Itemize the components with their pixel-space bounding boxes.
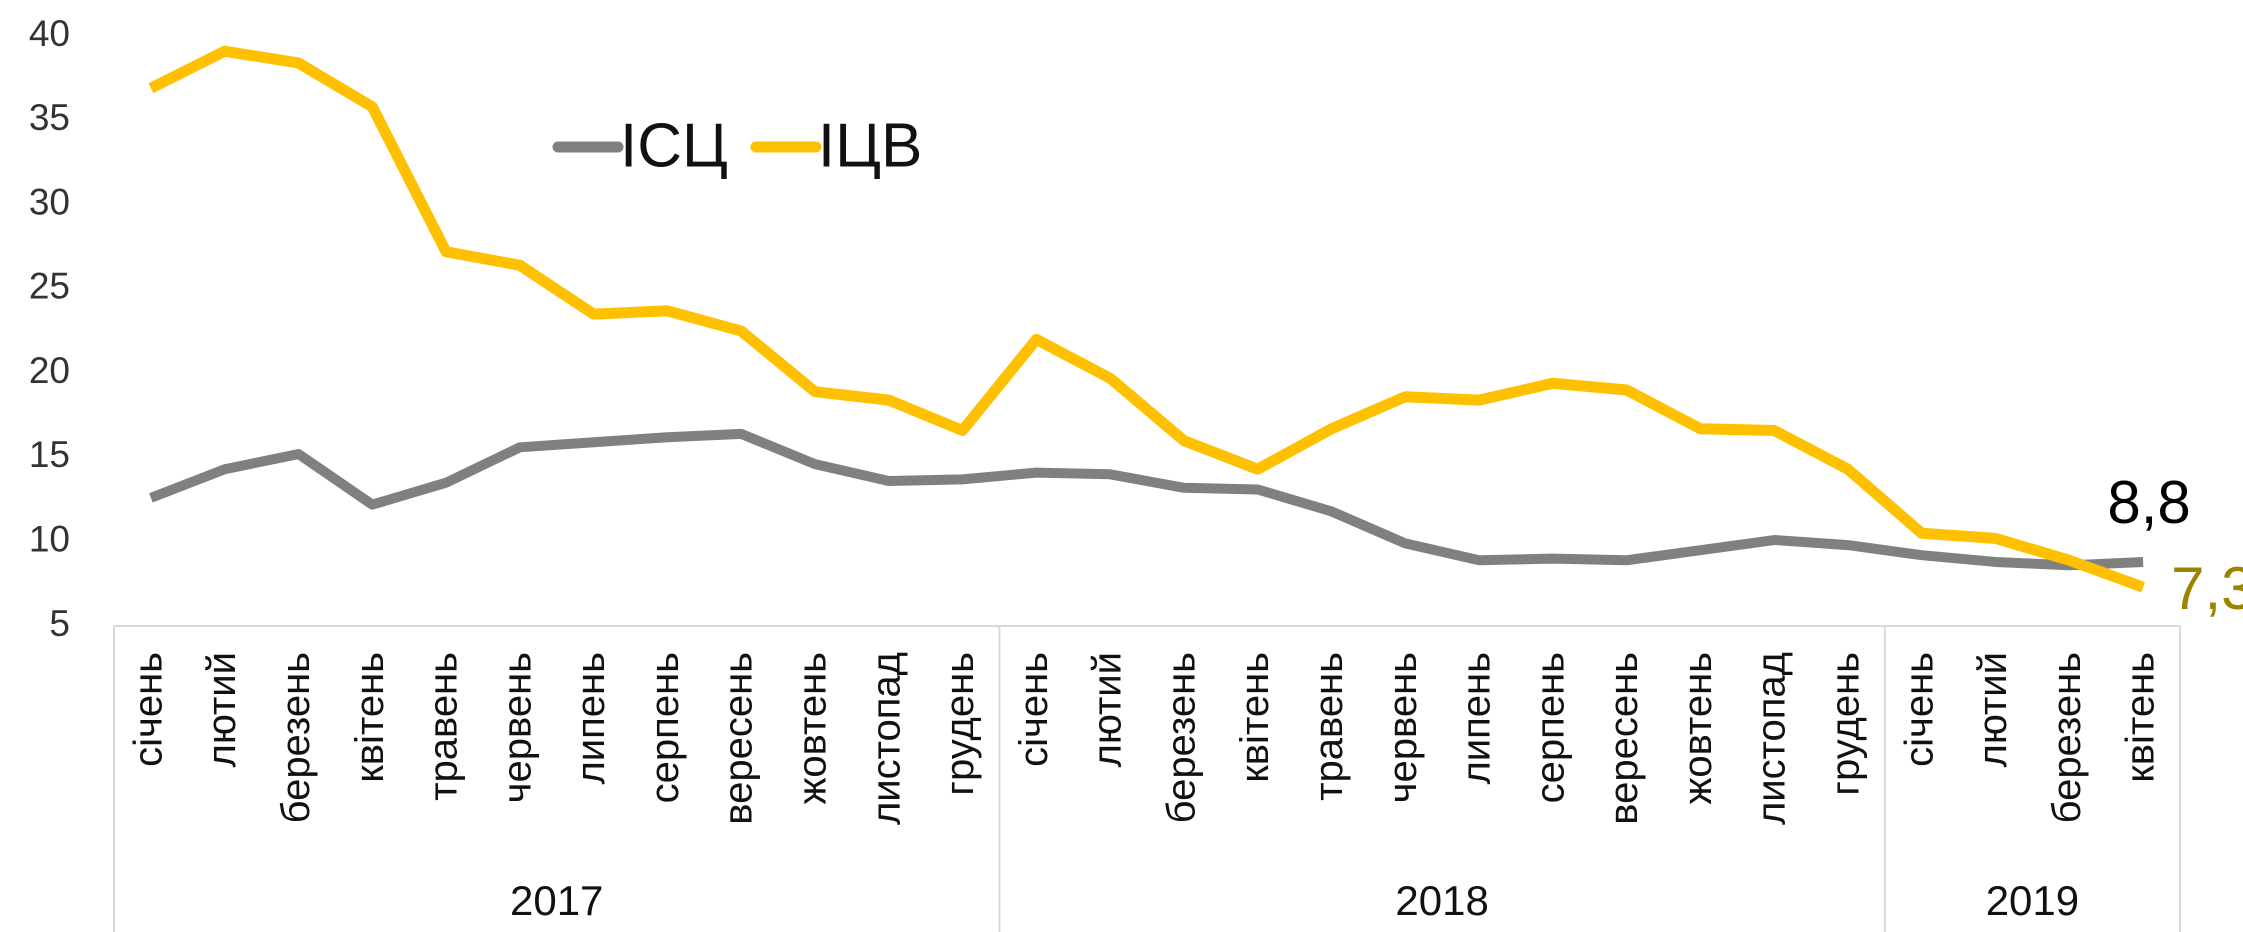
x-tick-label: вересень bbox=[717, 652, 761, 825]
data-label: 7,3 bbox=[2171, 555, 2243, 622]
y-tick-label: 30 bbox=[29, 181, 70, 222]
x-tick-label: квітень bbox=[1233, 652, 1277, 783]
x-tick-label: листопад bbox=[1750, 652, 1794, 825]
x-tick-label: березень bbox=[2045, 652, 2089, 823]
x-tick-label: липень bbox=[1455, 652, 1499, 785]
x-tick-label: жовтень bbox=[1676, 652, 1720, 804]
x-tick-label: травень bbox=[422, 652, 466, 801]
x-tick-label: лютий bbox=[1086, 652, 1130, 767]
x-tick-label: березень bbox=[1159, 652, 1203, 823]
y-tick-label: 5 bbox=[49, 603, 70, 644]
y-tick-label: 15 bbox=[29, 434, 70, 475]
legend-label: ІСЦ bbox=[620, 111, 728, 180]
x-tick-label: лютий bbox=[1971, 652, 2015, 767]
x-tick-label: грудень bbox=[938, 652, 982, 796]
x-tick-label: грудень bbox=[1824, 652, 1868, 796]
y-tick-label: 35 bbox=[29, 97, 70, 138]
y-tick-label: 25 bbox=[29, 266, 70, 307]
x-tick-label: січень bbox=[1012, 652, 1056, 767]
x-tick-label: квітень bbox=[348, 652, 392, 783]
x-tick-label: червень bbox=[495, 652, 539, 803]
x-tick-label: червень bbox=[1381, 652, 1425, 803]
y-tick-label: 40 bbox=[29, 13, 70, 54]
year-label: 2018 bbox=[1395, 877, 1488, 924]
x-tick-label: січень bbox=[1897, 652, 1941, 767]
x-tick-label: травень bbox=[1307, 652, 1351, 801]
year-label: 2019 bbox=[1986, 877, 2079, 924]
x-tick-label: лютий bbox=[200, 652, 244, 767]
y-tick-label: 10 bbox=[29, 518, 70, 559]
x-tick-label: липень bbox=[569, 652, 613, 785]
x-tick-label: січень bbox=[126, 652, 170, 767]
data-label: 8,8 bbox=[2107, 469, 2190, 536]
x-tick-label: серпень bbox=[1528, 652, 1572, 803]
x-tick-label: жовтень bbox=[791, 652, 835, 804]
x-tick-label: березень bbox=[274, 652, 318, 823]
y-tick-label: 20 bbox=[29, 350, 70, 391]
legend-label: ІЦВ bbox=[818, 111, 922, 180]
x-tick-label: вересень bbox=[1602, 652, 1646, 825]
x-tick-label: серпень bbox=[643, 652, 687, 803]
series-line bbox=[148, 45, 2145, 593]
year-label: 2017 bbox=[510, 877, 603, 924]
x-tick-label: квітень bbox=[2119, 652, 2163, 783]
x-tick-label: листопад bbox=[864, 652, 908, 825]
series-line bbox=[149, 428, 2144, 571]
